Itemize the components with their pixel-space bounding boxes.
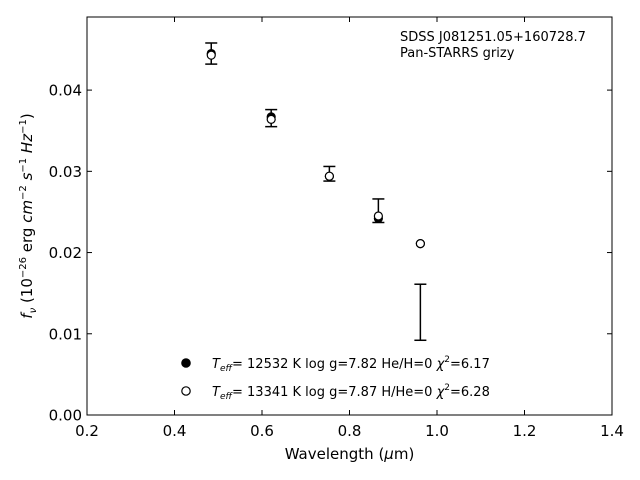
plot-frame xyxy=(86,16,613,416)
data-markers xyxy=(206,48,425,249)
legend: Teff= 12532 K log g=7.82 He/H=0 χ2=6.17 T… xyxy=(181,355,490,402)
y-tick-label: 0.01 xyxy=(49,325,82,343)
ticks: 0.2 0.4 0.6 0.8 1.0 1.2 1.4 0.00 0.01 0.02 0.03 0.0… xyxy=(49,17,624,440)
x-tick-label: 0.2 xyxy=(75,422,99,440)
point-model-h xyxy=(373,211,383,221)
legend-entry-text: Teff= 12532 K log g=7.82 He/H=0 χ2=6.17 xyxy=(212,355,490,374)
x-tick-label: 1.4 xyxy=(600,422,624,440)
y-tick-label: 0.04 xyxy=(49,82,82,100)
y-tick-label: 0.02 xyxy=(49,244,82,262)
y-tick-label: 0.03 xyxy=(49,163,82,181)
annotation-object-name: SDSS J081251.05+160728.7 xyxy=(400,30,586,45)
point-model-h xyxy=(266,114,276,124)
annotation-survey: Pan-STARRS grizy xyxy=(400,46,515,61)
x-tick-label: 0.8 xyxy=(338,422,362,440)
x-tick-label: 0.4 xyxy=(163,422,187,440)
x-tick-label: 1.2 xyxy=(513,422,537,440)
legend-marker-open xyxy=(181,386,191,396)
point-model-h xyxy=(206,50,216,60)
legend-entry-text: Teff= 13341 K log g=7.87 H/He=0 χ2=6.28 xyxy=(212,383,490,402)
error-bars xyxy=(205,42,427,342)
legend-marker-filled xyxy=(181,358,191,368)
point-model-h xyxy=(415,239,425,249)
point-model-h xyxy=(324,171,334,181)
x-tick-label: 1.0 xyxy=(425,422,449,440)
y-tick-label: 0.00 xyxy=(49,407,82,425)
x-tick-label: 0.6 xyxy=(250,422,274,440)
x-axis-label: Wavelength (μm) xyxy=(285,445,415,463)
y-axis-label: fν (10−26 erg cm−2 s−1 Hz−1) xyxy=(18,113,39,318)
